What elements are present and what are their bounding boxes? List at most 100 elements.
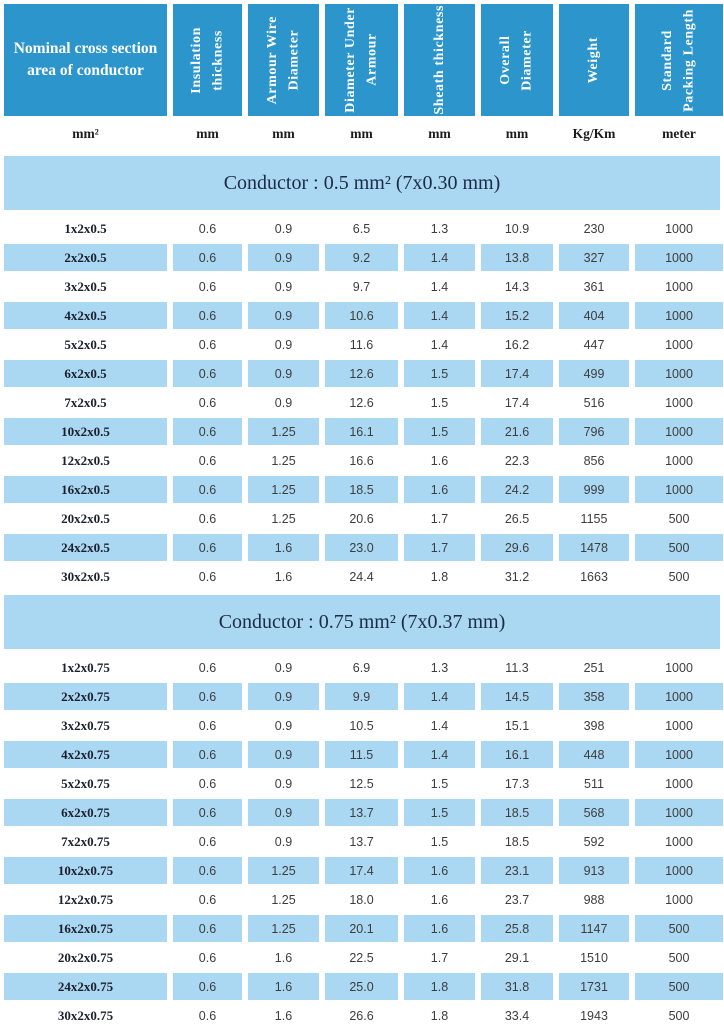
section-header-band: Conductor : 0.75 mm² (7x0.37 mm)	[4, 595, 720, 649]
data-cell: 15.1	[481, 711, 553, 740]
data-cell: 23.0	[325, 533, 398, 562]
table-header-row: Nominal cross section area of conductor …	[0, 4, 724, 116]
data-cell: 26.6	[325, 1001, 398, 1024]
cell-value: 913	[583, 863, 605, 878]
cell-value: 17.4	[504, 395, 530, 410]
cell-value: 13.7	[349, 805, 374, 820]
data-cell: 1.3	[404, 214, 475, 243]
cell-value: 1000	[665, 718, 693, 733]
row-label: 10x2x0.75	[57, 862, 114, 878]
data-cell: 1.7	[404, 504, 475, 533]
cell-value: 1.5	[430, 776, 449, 791]
data-cell: 1000	[635, 214, 723, 243]
data-cell: 0.6	[173, 533, 242, 562]
row-label: 3x2x0.75	[61, 717, 110, 733]
data-cell: 0.6	[173, 417, 242, 446]
data-cell: 1.25	[248, 885, 319, 914]
table-row: 30x2x0.5 0.6 1.6 24.4 1.8 31.2 1663 500	[0, 562, 724, 591]
cell-value: 14.3	[504, 279, 530, 294]
table-row: 30x2x0.75 0.6 1.6 26.6 1.8 33.4 1943 500	[0, 1001, 724, 1024]
cell-value: 0.6	[198, 1008, 217, 1023]
cell-value: 0.6	[198, 834, 217, 849]
cell-value: 1.4	[430, 279, 449, 294]
cell-value: 1943	[580, 1008, 608, 1023]
data-cell: 1.4	[404, 243, 475, 272]
cell-value: 398	[583, 718, 605, 733]
data-cell: 9.9	[325, 682, 398, 711]
data-cell: 398	[559, 711, 629, 740]
cell-value: 1000	[665, 689, 693, 704]
row-label-cell: 12x2x0.75	[4, 885, 167, 914]
table-row: 2x2x0.75 0.6 0.9 9.9 1.4 14.5 358 1000	[0, 682, 724, 711]
table-row: 12x2x0.75 0.6 1.25 18.0 1.6 23.7 988 1000	[0, 885, 724, 914]
data-cell: 0.6	[173, 1001, 242, 1024]
data-cell: 516	[559, 388, 629, 417]
cell-value: 31.2	[504, 569, 530, 584]
data-cell: 0.9	[248, 359, 319, 388]
data-cell: 1.5	[404, 769, 475, 798]
row-label: 6x2x0.75	[61, 804, 110, 820]
data-cell: 1663	[559, 562, 629, 591]
cell-value: 1.3	[430, 660, 449, 675]
cell-value: 404	[583, 308, 605, 323]
data-cell: 568	[559, 798, 629, 827]
cell-value: 448	[583, 747, 605, 762]
cell-value: 1.5	[430, 366, 449, 381]
cell-value: 0.9	[274, 221, 293, 236]
row-label: 4x2x0.5	[64, 307, 107, 323]
data-cell: 0.6	[173, 856, 242, 885]
data-cell: 1000	[635, 711, 723, 740]
row-label: 2x2x0.75	[61, 688, 110, 704]
table-row: 3x2x0.75 0.6 0.9 10.5 1.4 15.1 398 1000	[0, 711, 724, 740]
data-cell: 23.1	[481, 856, 553, 885]
cell-value: 12.6	[349, 395, 374, 410]
data-cell: 20.6	[325, 504, 398, 533]
column-header-label: Nominal cross section area of conductor	[13, 40, 158, 79]
data-cell: 448	[559, 740, 629, 769]
row-label-cell: 20x2x0.5	[4, 504, 167, 533]
data-cell: 0.9	[248, 653, 319, 682]
data-cell: 0.9	[248, 301, 319, 330]
row-label-cell: 4x2x0.75	[4, 740, 167, 769]
data-cell: 0.6	[173, 272, 242, 301]
data-cell: 10.9	[481, 214, 553, 243]
data-cell: 12.6	[325, 388, 398, 417]
cell-value: 1000	[665, 424, 693, 439]
row-label-cell: 10x2x0.5	[4, 417, 167, 446]
data-cell: 0.9	[248, 740, 319, 769]
cell-value: 1.4	[430, 308, 449, 323]
cell-value: 18.5	[349, 482, 374, 497]
table-row: 24x2x0.75 0.6 1.6 25.0 1.8 31.8 1731 500	[0, 972, 724, 1001]
row-label-cell: 7x2x0.5	[4, 388, 167, 417]
data-cell: 31.2	[481, 562, 553, 591]
data-cell: 1.5	[404, 827, 475, 856]
data-cell: 1.8	[404, 562, 475, 591]
data-cell: 1155	[559, 504, 629, 533]
cell-value: 24.2	[504, 482, 530, 497]
data-cell: 1.6	[248, 972, 319, 1001]
cell-value: 1.6	[430, 892, 449, 907]
data-cell: 0.6	[173, 330, 242, 359]
row-label-cell: 1x2x0.75	[4, 653, 167, 682]
data-cell: 999	[559, 475, 629, 504]
cell-value: 12.5	[349, 776, 374, 791]
row-label-cell: 24x2x0.5	[4, 533, 167, 562]
column-header-label: Weight	[586, 36, 602, 84]
data-cell: 1.5	[404, 417, 475, 446]
table-row: 6x2x0.5 0.6 0.9 12.6 1.5 17.4 499 1000	[0, 359, 724, 388]
data-cell: 500	[635, 914, 723, 943]
cell-value: 9.2	[352, 250, 371, 265]
data-cell: 0.6	[173, 682, 242, 711]
column-header-armour-wire-diameter: Armour Wire Diameter	[248, 4, 319, 116]
cell-value: 9.9	[352, 689, 371, 704]
row-label-cell: 7x2x0.75	[4, 827, 167, 856]
cell-value: 1.8	[430, 979, 449, 994]
data-cell: 0.6	[173, 475, 242, 504]
data-cell: 500	[635, 504, 723, 533]
cell-value: 13.7	[349, 834, 374, 849]
row-label: 30x2x0.75	[57, 1007, 114, 1023]
cell-value: 1.8	[430, 1008, 449, 1023]
data-cell: 0.6	[173, 214, 242, 243]
table-row: 12x2x0.5 0.6 1.25 16.6 1.6 22.3 856 1000	[0, 446, 724, 475]
cell-value: 1.5	[430, 834, 449, 849]
